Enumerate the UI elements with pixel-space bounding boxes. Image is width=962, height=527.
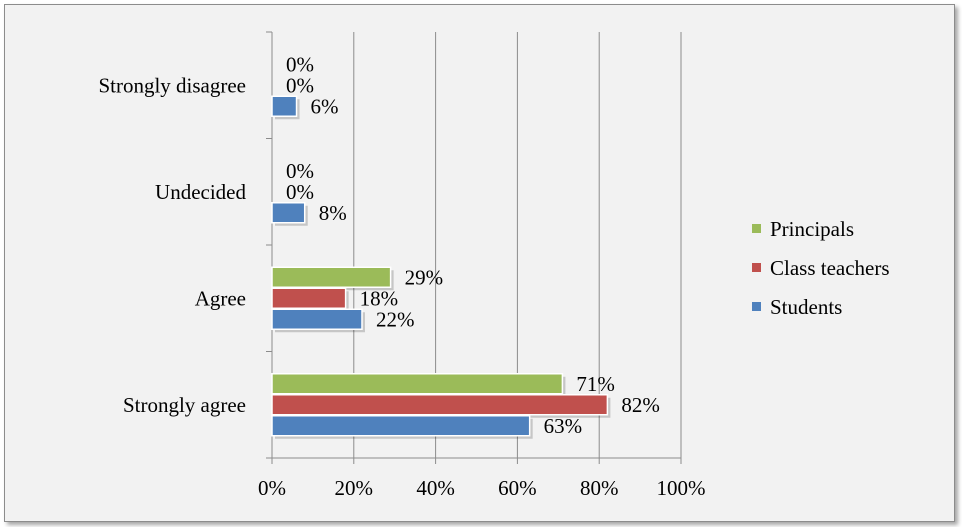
bar xyxy=(271,415,531,437)
data-label: 0% xyxy=(286,159,314,183)
bar xyxy=(271,287,347,309)
data-label: 63% xyxy=(544,414,583,438)
legend-swatch xyxy=(752,224,761,233)
legend-swatch xyxy=(752,302,761,311)
data-label: 0% xyxy=(286,73,314,97)
bar xyxy=(271,266,392,288)
bar xyxy=(271,308,363,330)
x-tick-label: 20% xyxy=(335,476,374,500)
legend-label: Principals xyxy=(770,217,854,241)
data-label: 0% xyxy=(286,52,314,76)
category-label: Agree xyxy=(195,286,246,310)
category-label: Strongly agree xyxy=(123,393,246,417)
x-tick-label: 60% xyxy=(498,476,537,500)
legend-label: Class teachers xyxy=(770,256,890,280)
data-label: 22% xyxy=(376,307,415,331)
data-label: 82% xyxy=(621,393,660,417)
bar xyxy=(271,394,609,416)
bar xyxy=(271,202,306,224)
category-label: Strongly disagree xyxy=(98,73,246,97)
legend-swatch xyxy=(752,263,761,272)
data-label: 71% xyxy=(576,372,615,396)
data-label: 18% xyxy=(360,286,399,310)
bar xyxy=(271,373,564,395)
x-tick-label: 40% xyxy=(416,476,455,500)
category-label: Undecided xyxy=(155,180,246,204)
legend-label: Students xyxy=(770,295,842,319)
data-label: 29% xyxy=(405,265,444,289)
x-tick-label: 80% xyxy=(580,476,619,500)
x-tick-label: 0% xyxy=(258,476,286,500)
data-label: 8% xyxy=(319,201,347,225)
x-tick-label: 100% xyxy=(657,476,706,500)
bar xyxy=(271,95,298,117)
data-label: 6% xyxy=(311,94,339,118)
data-label: 0% xyxy=(286,180,314,204)
